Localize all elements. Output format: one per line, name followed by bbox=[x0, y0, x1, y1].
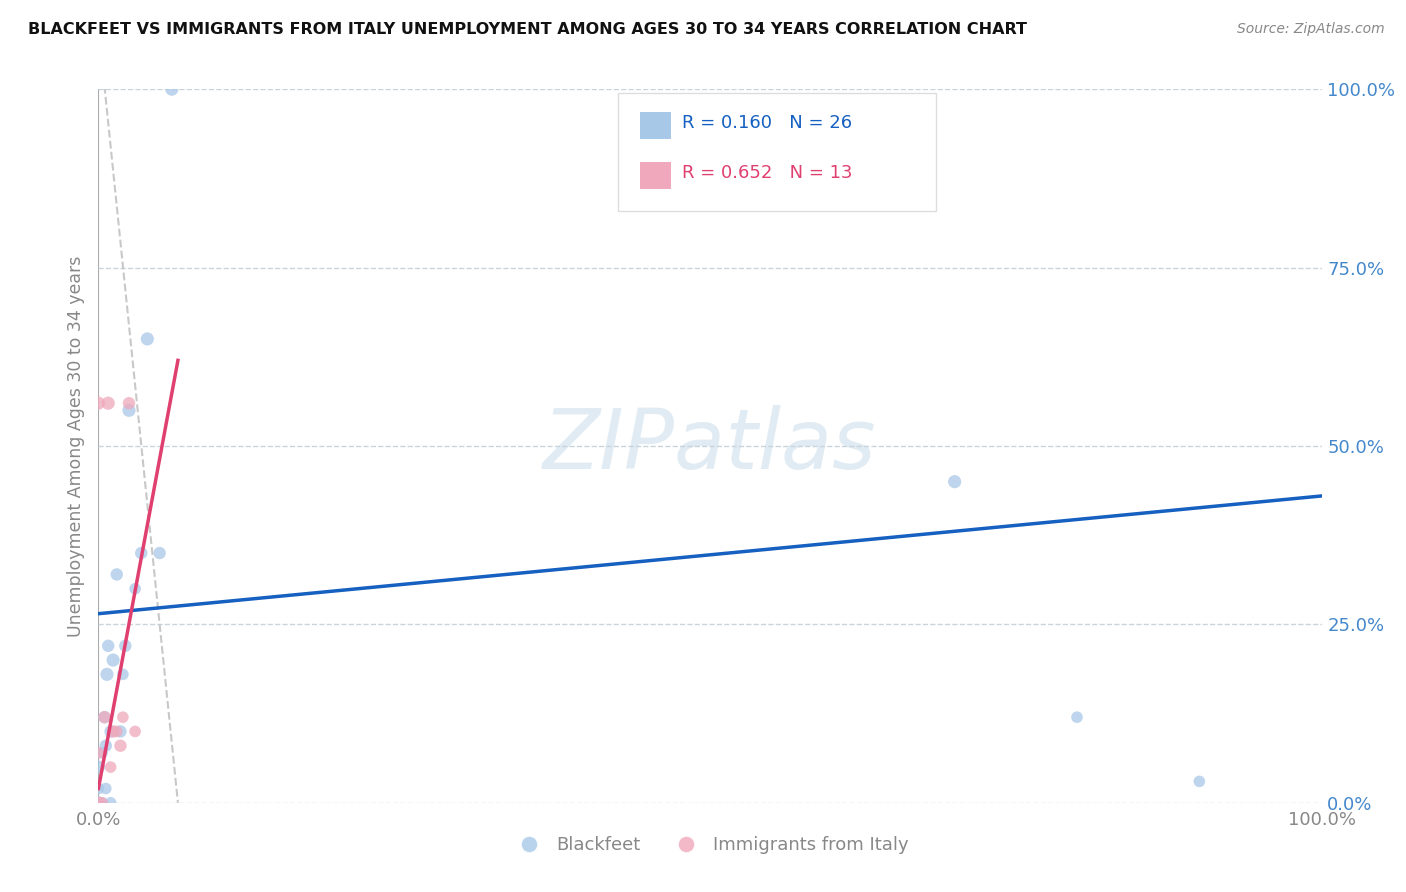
Point bbox=[105, 567, 128, 582]
Point bbox=[1066, 710, 1088, 724]
Point bbox=[87, 781, 110, 796]
Point bbox=[136, 332, 159, 346]
Point bbox=[101, 724, 124, 739]
Point bbox=[91, 796, 114, 810]
Point bbox=[111, 710, 134, 724]
Point bbox=[87, 796, 110, 810]
Point bbox=[149, 546, 172, 560]
Point bbox=[124, 724, 146, 739]
Point bbox=[110, 739, 132, 753]
Point bbox=[110, 724, 132, 739]
Bar bbox=[640, 112, 671, 139]
Point bbox=[100, 760, 122, 774]
Text: R = 0.652   N = 13: R = 0.652 N = 13 bbox=[682, 164, 852, 182]
Point bbox=[91, 746, 114, 760]
Point bbox=[118, 403, 141, 417]
Point bbox=[943, 475, 966, 489]
Point bbox=[91, 796, 114, 810]
Point bbox=[100, 724, 122, 739]
Point bbox=[87, 760, 110, 774]
Point bbox=[114, 639, 136, 653]
Point bbox=[160, 82, 183, 96]
Point bbox=[118, 396, 141, 410]
Text: R = 0.160   N = 26: R = 0.160 N = 26 bbox=[682, 114, 852, 132]
Point bbox=[97, 396, 120, 410]
Text: ZIPatlas: ZIPatlas bbox=[543, 406, 877, 486]
Point bbox=[100, 796, 122, 810]
Text: BLACKFEET VS IMMIGRANTS FROM ITALY UNEMPLOYMENT AMONG AGES 30 TO 34 YEARS CORREL: BLACKFEET VS IMMIGRANTS FROM ITALY UNEMP… bbox=[28, 22, 1028, 37]
Point bbox=[1188, 774, 1211, 789]
Point bbox=[87, 796, 110, 810]
Point bbox=[96, 667, 118, 681]
Text: Source: ZipAtlas.com: Source: ZipAtlas.com bbox=[1237, 22, 1385, 37]
Point bbox=[93, 710, 115, 724]
Point bbox=[124, 582, 146, 596]
Y-axis label: Unemployment Among Ages 30 to 34 years: Unemployment Among Ages 30 to 34 years bbox=[66, 255, 84, 637]
Point bbox=[105, 724, 128, 739]
Point bbox=[93, 710, 115, 724]
Point bbox=[94, 739, 117, 753]
Point bbox=[129, 546, 152, 560]
Point bbox=[111, 667, 134, 681]
Point bbox=[94, 781, 117, 796]
Legend: Blackfeet, Immigrants from Italy: Blackfeet, Immigrants from Italy bbox=[505, 830, 915, 862]
Point bbox=[87, 396, 110, 410]
Point bbox=[87, 746, 110, 760]
Point bbox=[97, 639, 120, 653]
Point bbox=[101, 653, 124, 667]
FancyBboxPatch shape bbox=[619, 93, 936, 211]
Bar bbox=[640, 162, 671, 189]
